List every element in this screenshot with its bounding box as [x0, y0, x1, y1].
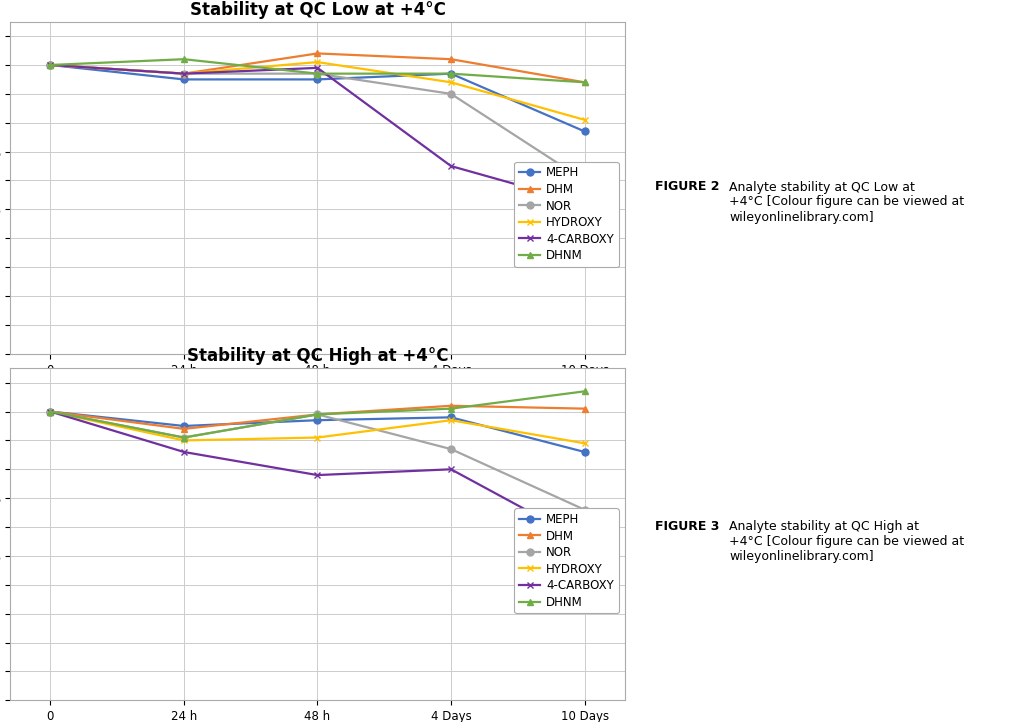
- Title: Stability at QC Low at +4°C: Stability at QC Low at +4°C: [189, 1, 445, 19]
- HYDROXY: [311, 58, 324, 66]
- DHNM: [44, 407, 56, 416]
- Line: NOR: NOR: [47, 408, 588, 513]
- 4-CARBOXY: [44, 407, 56, 416]
- NOR: [44, 407, 56, 416]
- Text: FIGURE 3: FIGURE 3: [655, 520, 720, 533]
- DHNM: [44, 61, 56, 69]
- HYDROXY: [579, 116, 591, 124]
- DHNM: [444, 404, 457, 413]
- MEPH: [44, 407, 56, 416]
- HYDROXY: [579, 439, 591, 448]
- HYDROXY: [44, 407, 56, 416]
- DHNM: [311, 69, 324, 78]
- Legend: MEPH, DHM, NOR, HYDROXY, 4-CARBOXY, DHNM: MEPH, DHM, NOR, HYDROXY, 4-CARBOXY, DHNM: [514, 162, 618, 267]
- DHNM: [579, 387, 591, 396]
- HYDROXY: [178, 436, 190, 445]
- MEPH: [178, 75, 190, 84]
- HYDROXY: [44, 61, 56, 69]
- MEPH: [44, 61, 56, 69]
- Legend: MEPH, DHM, NOR, HYDROXY, 4-CARBOXY, DHNM: MEPH, DHM, NOR, HYDROXY, 4-CARBOXY, DHNM: [514, 508, 618, 614]
- 4-CARBOXY: [178, 448, 190, 456]
- NOR: [178, 69, 190, 78]
- MEPH: [311, 416, 324, 425]
- MEPH: [579, 127, 591, 136]
- Text: Analyte stability at QC Low at
+4°C [Colour figure can be viewed at
wileyonlinel: Analyte stability at QC Low at +4°C [Col…: [729, 180, 965, 224]
- Title: Stability at QC High at +4°C: Stability at QC High at +4°C: [186, 347, 449, 365]
- 4-CARBOXY: [444, 465, 457, 474]
- MEPH: [311, 75, 324, 84]
- NOR: [444, 90, 457, 98]
- DHM: [444, 55, 457, 64]
- NOR: [444, 445, 457, 453]
- DHNM: [579, 78, 591, 87]
- 4-CARBOXY: [178, 69, 190, 78]
- MEPH: [444, 413, 457, 422]
- DHM: [311, 49, 324, 58]
- 4-CARBOXY: [311, 471, 324, 479]
- DHNM: [178, 55, 190, 64]
- HYDROXY: [444, 78, 457, 87]
- X-axis label: Storage Time: Storage Time: [275, 382, 359, 395]
- NOR: [311, 410, 324, 419]
- DHM: [579, 78, 591, 87]
- NOR: [311, 69, 324, 78]
- 4-CARBOXY: [444, 162, 457, 170]
- DHM: [178, 69, 190, 78]
- NOR: [579, 505, 591, 514]
- NOR: [579, 176, 591, 185]
- Line: MEPH: MEPH: [47, 61, 588, 135]
- MEPH: [178, 422, 190, 430]
- DHM: [44, 407, 56, 416]
- Line: MEPH: MEPH: [47, 408, 588, 456]
- Line: 4-CARBOXY: 4-CARBOXY: [47, 408, 588, 545]
- HYDROXY: [178, 69, 190, 78]
- Line: NOR: NOR: [47, 61, 588, 184]
- Line: DHM: DHM: [47, 50, 588, 86]
- 4-CARBOXY: [579, 199, 591, 208]
- DHM: [44, 61, 56, 69]
- Line: DHNM: DHNM: [47, 56, 588, 86]
- Line: HYDROXY: HYDROXY: [47, 58, 588, 123]
- DHM: [444, 401, 457, 410]
- HYDROXY: [311, 433, 324, 442]
- 4-CARBOXY: [311, 64, 324, 72]
- DHM: [579, 404, 591, 413]
- MEPH: [444, 69, 457, 78]
- Line: 4-CARBOXY: 4-CARBOXY: [47, 61, 588, 207]
- NOR: [178, 433, 190, 442]
- Text: FIGURE 2: FIGURE 2: [655, 180, 720, 193]
- 4-CARBOXY: [44, 61, 56, 69]
- Line: HYDROXY: HYDROXY: [47, 408, 588, 447]
- DHM: [178, 425, 190, 433]
- Line: DHNM: DHNM: [47, 388, 588, 441]
- 4-CARBOXY: [579, 537, 591, 546]
- DHM: [311, 410, 324, 419]
- DHNM: [311, 410, 324, 419]
- DHNM: [178, 433, 190, 442]
- HYDROXY: [444, 416, 457, 425]
- Text: Analyte stability at QC High at
+4°C [Colour figure can be viewed at
wileyonline: Analyte stability at QC High at +4°C [Co…: [729, 520, 965, 563]
- NOR: [44, 61, 56, 69]
- Line: DHM: DHM: [47, 402, 588, 432]
- DHNM: [444, 69, 457, 78]
- MEPH: [579, 448, 591, 456]
